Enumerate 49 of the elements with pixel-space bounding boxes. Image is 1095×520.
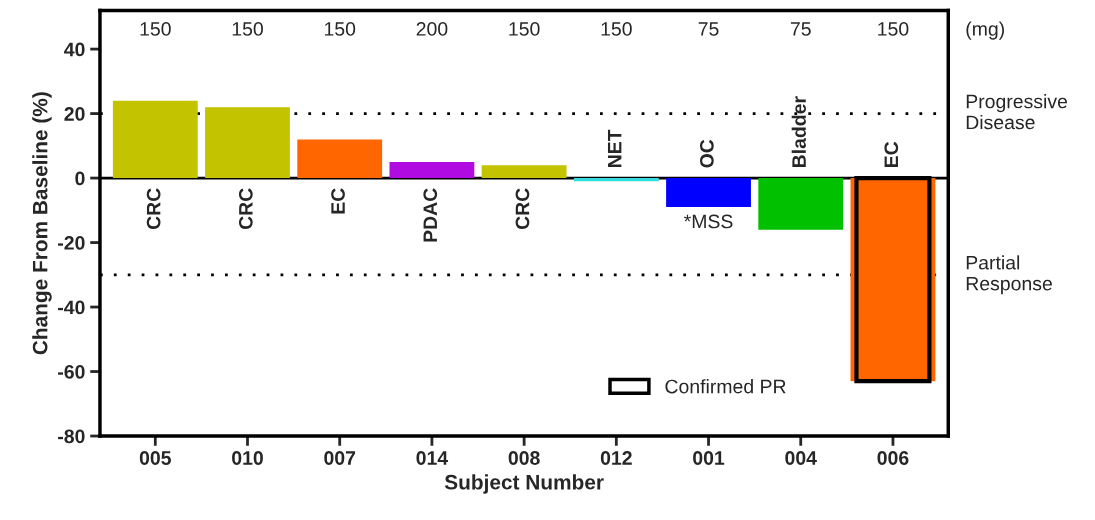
x-tick-label: 004: [785, 451, 817, 465]
annotation: CRC: [238, 188, 253, 230]
bar: [481, 165, 567, 179]
x-axis-title: Subject Number: [444, 474, 604, 494]
y-tick-label: 0: [75, 171, 85, 186]
annotation: 200: [416, 22, 448, 36]
bar: [205, 107, 290, 179]
annotation: CRC: [515, 188, 530, 230]
x-tick-label: 010: [232, 451, 263, 465]
x-tick-label: 008: [508, 451, 540, 465]
annotation: EC: [331, 188, 345, 214]
legend-label: Confirmed PR: [665, 379, 786, 394]
annotation: 150: [324, 22, 356, 36]
y-tick-label: -20: [58, 236, 85, 250]
bar: [389, 161, 475, 179]
annotation: EC: [884, 141, 899, 168]
bar: [112, 100, 198, 179]
y-tick-label: -60: [58, 365, 85, 379]
x-tick-label: 007: [324, 451, 356, 465]
bar: [573, 178, 659, 182]
annotation: 150: [878, 22, 909, 36]
ref-line-label: Progressive Disease: [966, 94, 1068, 130]
annotation: 150: [140, 22, 171, 36]
y-tick-label: -40: [58, 300, 85, 315]
annotation: CRC: [146, 188, 161, 230]
annotation: OC: [699, 139, 714, 168]
annotation: 150: [232, 22, 263, 36]
bar: [666, 178, 751, 208]
bar: [297, 139, 383, 179]
annotation: 150: [601, 22, 632, 36]
y-tick-label: 40: [64, 42, 85, 57]
annotation: PDAC: [423, 188, 438, 242]
bar: [758, 178, 844, 230]
annotation: 75: [698, 22, 719, 36]
annotation: NET: [607, 129, 622, 168]
x-tick-label: 012: [600, 451, 632, 465]
annotation: *MSS: [683, 214, 733, 229]
annotation: Bladder: [791, 96, 806, 168]
ref-line-label: Partial Response: [966, 255, 1052, 295]
y-axis-title: Change From Baseline (%): [32, 92, 52, 355]
annotation: 150: [509, 22, 540, 36]
text: (mg): [966, 21, 1004, 40]
x-tick-label: 014: [416, 451, 449, 465]
x-tick-label: 005: [139, 451, 171, 465]
annotation: 75: [790, 22, 811, 36]
y-tick-label: 20: [64, 107, 85, 121]
x-tick-label: 006: [877, 451, 909, 465]
x-tick-label: 001: [693, 451, 725, 465]
y-tick-label: -80: [58, 429, 85, 444]
